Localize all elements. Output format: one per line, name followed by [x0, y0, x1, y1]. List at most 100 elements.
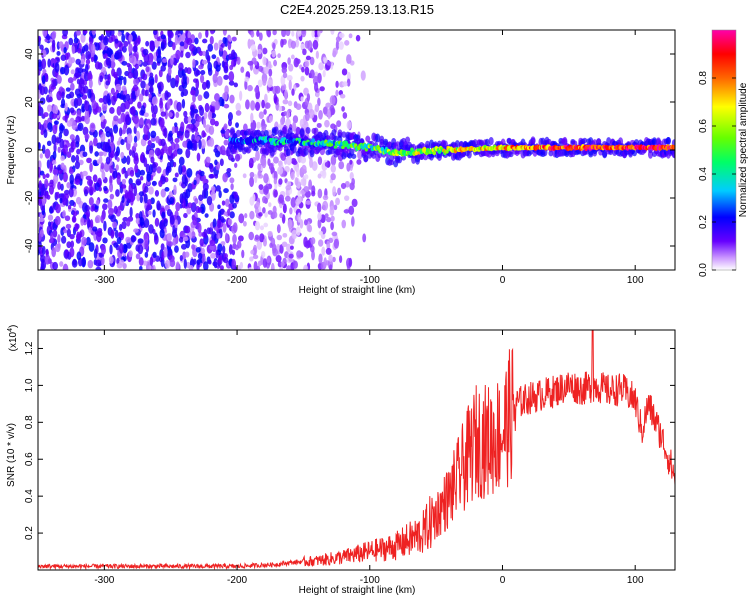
- spectrogram-noise-cell: [121, 195, 125, 203]
- spectrogram-noise-cell: [211, 231, 217, 242]
- spectrogram-noise-cell: [209, 36, 214, 45]
- spectrogram-halo-cell: [295, 126, 301, 135]
- spectrogram-halo-cell: [351, 153, 357, 159]
- spectrogram-noise-cell: [152, 264, 156, 270]
- spectrogram-noise-cell: [113, 115, 119, 122]
- spectrogram-noise-cell: [47, 58, 51, 68]
- spectrogram-heatmap: [38, 30, 675, 270]
- spectrogram-noise-cell: [222, 257, 229, 264]
- spectrogram-noise-cell: [126, 218, 131, 227]
- spectrogram-noise-cell: [65, 223, 72, 229]
- spectrogram-noise-cell: [254, 101, 261, 111]
- spectrogram-noise-cell: [110, 134, 115, 143]
- spectrogram-noise-cell: [70, 69, 76, 75]
- spectrogram-noise-cell: [222, 222, 227, 233]
- spectrogram-noise-cell: [126, 155, 131, 166]
- spectrogram-noise-cell: [157, 46, 161, 56]
- spectrogram-noise-cell: [182, 140, 188, 148]
- spectrogram-noise-cell: [38, 142, 41, 151]
- spectrogram-noise-cell: [70, 154, 76, 163]
- spectrogram-noise-cell: [183, 213, 188, 219]
- spectrogram-halo-cell: [651, 137, 657, 146]
- colorbar-tick-label: 0.6: [698, 119, 709, 133]
- spectrogram-noise-cell: [134, 63, 139, 70]
- spectrogram-noise-cell: [106, 47, 113, 57]
- spectrogram-noise-cell: [343, 209, 350, 214]
- spectrogram-noise-cell: [214, 173, 219, 179]
- spectrogram-noise-cell: [249, 196, 255, 206]
- spectrogram-noise-cell: [135, 217, 141, 225]
- spectrogram-noise-cell: [118, 75, 125, 81]
- spectrogram-noise-cell: [228, 53, 233, 60]
- spectrogram-noise-cell: [176, 131, 182, 137]
- x-tick-label: 0: [500, 275, 506, 286]
- spectrogram-noise-cell: [264, 212, 268, 218]
- spectrogram-noise-cell: [57, 181, 62, 191]
- spectrogram-noise-cell: [140, 80, 146, 89]
- spectrogram-noise-cell: [125, 236, 132, 243]
- spectrogram-noise-cell: [317, 30, 321, 37]
- spectrogram-noise-cell: [121, 221, 127, 230]
- y-tick-label: 0.8: [24, 415, 35, 429]
- spectrogram-noise-cell: [167, 111, 173, 118]
- chart-title: C2E4.2025.259.13.13.R15: [280, 2, 434, 17]
- spectrogram-noise-cell: [248, 157, 254, 169]
- spectrogram-noise-cell: [300, 75, 305, 82]
- spectrogram-noise-cell: [351, 198, 358, 208]
- spectrogram-noise-cell: [242, 221, 247, 227]
- spectrogram-noise-cell: [186, 207, 192, 215]
- spectrogram-noise-cell: [51, 79, 57, 88]
- spectrogram-noise-cell: [339, 93, 346, 99]
- spectrogram-noise-cell: [186, 168, 193, 178]
- spectrogram-noise-cell: [44, 178, 49, 189]
- spectrogram-noise-cell: [137, 101, 142, 109]
- spectrogram-ridge-cell: [432, 150, 437, 156]
- spectrogram-noise-cell: [47, 221, 52, 227]
- spectrogram-noise-cell: [133, 155, 139, 165]
- spectrogram-noise-cell: [89, 162, 93, 173]
- snr-x-label: Height of straight line (km): [299, 585, 416, 596]
- spectrogram-noise-cell: [355, 34, 361, 42]
- spectrogram-noise-cell: [77, 67, 84, 74]
- spectrogram-noise-cell: [132, 114, 139, 125]
- spectrogram-noise-cell: [143, 157, 148, 168]
- spectrogram-noise-cell: [172, 161, 177, 168]
- spectrogram-noise-cell: [74, 88, 81, 96]
- spectrogram-noise-cell: [172, 237, 177, 246]
- spectrogram-noise-cell: [168, 197, 175, 205]
- spectrogram-noise-cell: [133, 135, 138, 144]
- spectrogram-noise-cell: [267, 79, 273, 88]
- spectrogram-noise-cell: [150, 156, 155, 164]
- spectrogram-noise-cell: [299, 219, 304, 229]
- spectrogram-noise-cell: [356, 159, 362, 165]
- spectrogram-noise-cell: [276, 224, 281, 234]
- spectrogram-noise-cell: [219, 158, 224, 167]
- spectrogram-noise-cell: [322, 106, 328, 115]
- spectrogram-noise-cell: [198, 32, 202, 40]
- spectrogram-noise-cell: [95, 266, 102, 270]
- spectrogram-noise-cell: [72, 215, 76, 223]
- spectrogram-noise-cell: [145, 83, 150, 91]
- spectrogram-noise-cell: [223, 74, 229, 80]
- spectrogram-noise-cell: [195, 78, 200, 90]
- spectrogram-noise-cell: [199, 106, 205, 117]
- spectrogram-noise-cell: [87, 179, 94, 187]
- spectrogram-noise-cell: [268, 202, 272, 208]
- spectrogram-noise-cell: [105, 131, 111, 138]
- spectrogram-noise-cell: [143, 193, 148, 204]
- spectrogram-noise-cell: [145, 40, 150, 47]
- spectrogram-noise-cell: [128, 43, 133, 54]
- spectrogram-ridge-cell: [329, 143, 334, 147]
- spectrogram-ridge-cell: [341, 145, 345, 150]
- spectrogram-noise-cell: [62, 172, 68, 183]
- spectrogram-ridge-cell: [297, 137, 302, 142]
- spectrogram-noise-cell: [284, 89, 288, 100]
- spectrogram-noise-cell: [47, 214, 54, 221]
- spectrogram-noise-cell: [227, 40, 232, 51]
- spectrogram-noise-cell: [348, 33, 353, 39]
- y-tick-label: -20: [24, 190, 35, 205]
- spectrogram-noise-cell: [71, 45, 76, 55]
- spectrogram-noise-cell: [144, 185, 149, 193]
- spectrogram-noise-cell: [160, 243, 165, 251]
- spectrogram-noise-cell: [121, 178, 127, 185]
